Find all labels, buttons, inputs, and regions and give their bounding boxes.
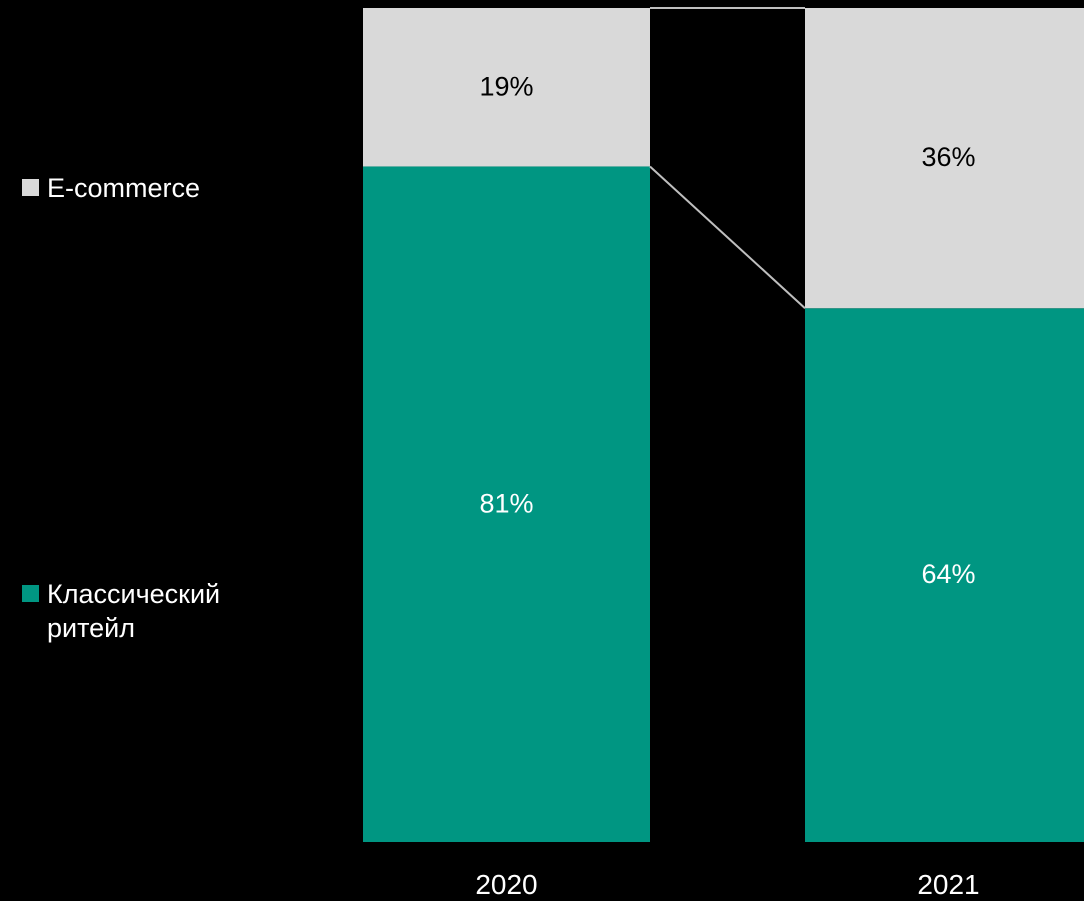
x-tick-label-2021: 2021 — [917, 869, 979, 900]
bar-2020-series-0 — [363, 166, 650, 842]
connector-line-0 — [649, 165, 806, 309]
legend-swatch-ecommerce — [22, 179, 39, 196]
legend-label-classic-retail: Классический ритейл — [47, 579, 221, 643]
bar-2020-series-1 — [363, 8, 650, 167]
data-label-2020-series-0: 81% — [479, 488, 533, 518]
legend-label-ecommerce: E-commerce — [47, 173, 201, 203]
bar-2021-series-1 — [805, 8, 1084, 309]
data-label-2021-series-1: 36% — [921, 142, 975, 172]
legend-item-ecommerce: E-commerce — [22, 171, 200, 205]
legend-swatch-classic-retail — [22, 585, 39, 602]
legend-item-classic-retail: Классический ритейл — [22, 577, 307, 645]
data-label-2020-series-1: 19% — [479, 71, 533, 101]
data-label-2021-series-0: 64% — [921, 559, 975, 589]
x-tick-label-2020: 2020 — [475, 869, 537, 900]
bar-2021-series-0 — [805, 308, 1084, 842]
